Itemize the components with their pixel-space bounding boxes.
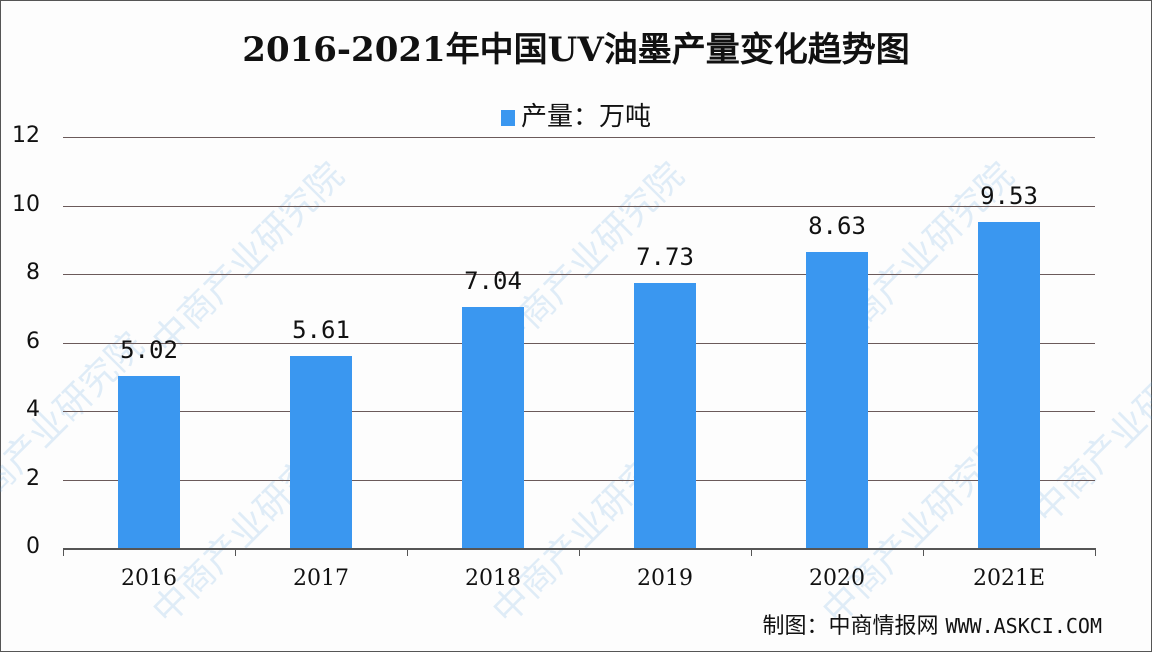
y-tick-label: 6 <box>26 328 40 354</box>
gridline <box>63 411 1095 412</box>
x-axis-tick <box>1095 548 1096 556</box>
value-label: 5.02 <box>120 336 178 365</box>
y-tick-label: 10 <box>12 191 40 217</box>
x-tick-label: 2020 <box>809 566 865 591</box>
bar <box>118 376 180 548</box>
x-axis-tick <box>579 548 580 556</box>
value-label: 7.73 <box>636 243 694 272</box>
value-label: 5.61 <box>292 315 350 344</box>
bar <box>462 306 524 548</box>
y-tick-label: 4 <box>26 397 40 422</box>
x-axis-tick <box>63 548 64 556</box>
bar <box>978 221 1040 548</box>
legend: 产量：万吨 <box>0 96 1152 133</box>
y-tick-label: 0 <box>26 534 40 559</box>
source-url: WWW.ASKCI.COM <box>945 614 1102 638</box>
y-tick-label: 8 <box>26 260 40 285</box>
legend-label: 产量：万吨 <box>520 102 651 132</box>
y-tick-label: 2 <box>26 465 40 491</box>
x-axis-tick <box>751 548 752 556</box>
x-tick-label: 2018 <box>465 566 521 591</box>
gridline <box>63 479 1095 481</box>
chart-title: 2016-2021年中国UV油墨产量变化趋势图 <box>242 30 910 70</box>
legend-swatch <box>500 109 515 126</box>
x-tick-label: 2021E <box>972 566 1046 591</box>
value-label: 8.63 <box>808 212 866 241</box>
x-axis-tick <box>235 548 236 556</box>
gridline <box>63 342 1095 344</box>
value-label: 7.04 <box>464 266 522 295</box>
x-axis-tick <box>923 548 924 556</box>
value-label: 9.53 <box>980 181 1038 210</box>
gridline <box>63 137 1095 138</box>
x-axis-tick <box>407 548 408 556</box>
bar <box>634 283 696 548</box>
x-tick-label: 2019 <box>637 566 693 591</box>
source-prefix: 制图：中商情报网 <box>762 614 939 639</box>
y-tick-label: 12 <box>12 123 40 148</box>
bar <box>806 252 868 548</box>
source-note: 制图：中商情报网 WWW.ASKCI.COM <box>762 608 1102 640</box>
gridline <box>63 274 1095 275</box>
x-tick-label: 2017 <box>293 566 349 591</box>
bar <box>290 355 352 548</box>
x-tick-label: 2016 <box>121 566 177 591</box>
gridline <box>63 205 1095 207</box>
